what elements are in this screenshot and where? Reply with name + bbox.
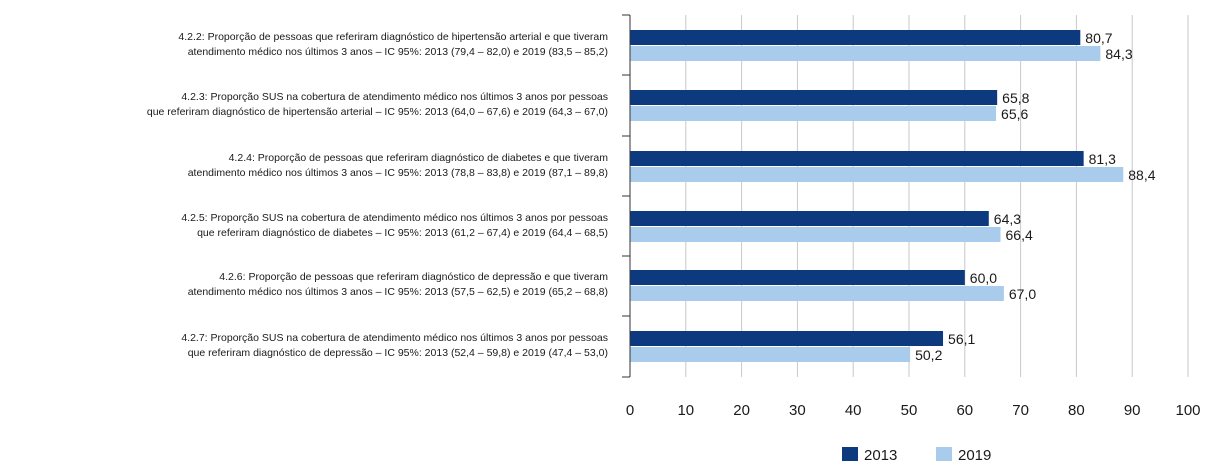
x-tick-label: 30 <box>789 402 806 419</box>
category-labels: 4.2.2: Proporção de pessoas que referira… <box>147 31 608 359</box>
category-label: 4.2.6: Proporção de pessoas que referira… <box>219 271 608 283</box>
bar-2013 <box>630 151 1084 166</box>
bar-2013 <box>630 270 965 285</box>
category-label: atendimento médico nos últimos 3 anos – … <box>188 46 608 58</box>
bar-2019 <box>630 106 997 121</box>
data-label: 65,6 <box>1001 106 1028 122</box>
category-label: 4.2.5: Proporção SUS na cobertura de ate… <box>181 212 608 224</box>
data-label: 67,0 <box>1009 286 1036 302</box>
bar-2013 <box>630 211 989 226</box>
legend: 2013 2019 <box>842 447 991 464</box>
data-label: 64,3 <box>994 211 1021 227</box>
data-label: 50,2 <box>915 347 942 363</box>
x-tick-labels: 0 10 20 30 40 50 60 70 80 90 100 <box>626 402 1201 419</box>
x-tick-label: 0 <box>626 402 634 419</box>
bar-2019 <box>630 347 911 362</box>
data-label: 81,3 <box>1089 151 1116 167</box>
x-tick-label: 100 <box>1175 402 1200 419</box>
category-label: 4.2.2: Proporção de pessoas que referira… <box>178 31 608 43</box>
category-label: atendimento médico nos últimos 3 anos – … <box>188 167 608 179</box>
category-label: que referiram diagnóstico de depressão –… <box>188 347 608 359</box>
legend-swatch <box>842 447 858 461</box>
x-tick-label: 50 <box>901 402 918 419</box>
data-label: 65,8 <box>1002 90 1029 106</box>
bar-2013 <box>630 90 998 105</box>
axes <box>622 14 631 378</box>
bar-2019 <box>630 227 1001 242</box>
category-label: que referiram diagnóstico de diabetes – … <box>197 227 608 239</box>
category-label: que referiram diagnóstico de hipertensão… <box>147 106 608 118</box>
bar-2019 <box>630 286 1004 301</box>
bar-2019 <box>630 167 1124 182</box>
legend-swatch <box>936 447 952 461</box>
x-tick-label: 90 <box>1124 402 1141 419</box>
data-label: 84,3 <box>1105 46 1132 62</box>
bar-2019 <box>630 46 1101 61</box>
bar-2013 <box>630 331 944 346</box>
x-tick-label: 10 <box>677 402 694 419</box>
category-label: 4.2.7: Proporção SUS na cobertura de ate… <box>181 332 608 344</box>
value-labels: 80,7 65,8 81,3 64,3 60,0 56,1 84,3 65,6 88,4 66,4… <box>915 30 1156 363</box>
category-label: 4.2.4: Proporção de pessoas que referira… <box>229 152 609 164</box>
x-tick-label: 70 <box>1012 402 1029 419</box>
data-label: 56,1 <box>948 331 975 347</box>
data-label: 80,7 <box>1085 30 1112 46</box>
bars <box>630 30 1124 362</box>
x-tick-label: 60 <box>956 402 973 419</box>
data-label: 66,4 <box>1006 227 1033 243</box>
category-label: atendimento médico nos últimos 3 anos – … <box>188 286 608 298</box>
gridlines <box>685 15 1189 377</box>
x-tick-label: 40 <box>845 402 862 419</box>
data-label: 88,4 <box>1128 167 1155 183</box>
legend-label: 2013 <box>864 447 897 464</box>
data-label: 60,0 <box>970 270 997 286</box>
category-label: 4.2.3: Proporção SUS na cobertura de ate… <box>181 91 608 103</box>
legend-label: 2019 <box>958 447 991 464</box>
x-tick-label: 80 <box>1068 402 1085 419</box>
bar-2013 <box>630 30 1081 45</box>
x-tick-label: 20 <box>733 402 750 419</box>
